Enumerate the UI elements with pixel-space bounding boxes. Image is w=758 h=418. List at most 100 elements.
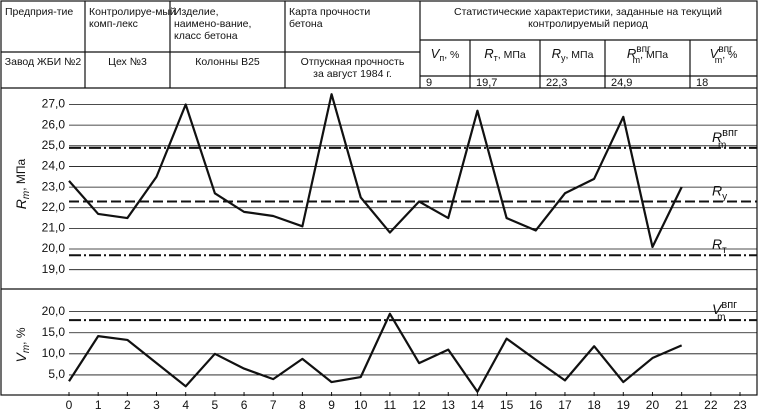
text-part: R [484, 46, 493, 61]
data-line [68, 93, 683, 249]
x-tick-label: 1 [95, 398, 102, 412]
text-line: Отпускная прочность [301, 56, 405, 68]
column-header: Карта прочности бетона [289, 6, 370, 30]
y-tick-label: 27,0 [42, 97, 66, 111]
stat-header: Rвпг m, МПа [627, 44, 668, 66]
text-part: впг [718, 44, 733, 55]
text-line: наимено-вание, [174, 18, 251, 30]
x-tick-label: 9 [328, 398, 335, 412]
text-part: m [717, 312, 725, 323]
column-value: Отпускная прочность за август 1984 г. [301, 56, 405, 80]
column-value: Цех №3 [108, 56, 147, 68]
x-tick-label: 17 [558, 398, 572, 412]
text-part: у [561, 53, 566, 63]
y-tick-label: 24,0 [42, 159, 66, 173]
x-tick-label: 11 [384, 398, 397, 412]
text-part: впг [722, 127, 738, 139]
text-part: m [21, 345, 32, 353]
text-part: V [13, 352, 29, 363]
stat-header: Vп, % [431, 46, 460, 63]
stat-value: 9 [426, 77, 432, 89]
x-tick-label: 12 [412, 398, 426, 412]
text-part: m [633, 55, 641, 65]
x-tick-label: 14 [471, 398, 485, 412]
x-tick-label: 15 [500, 398, 514, 412]
text-part: впг [721, 299, 737, 311]
text-part: впг [636, 44, 651, 55]
text-part: R [13, 199, 29, 209]
text-part: , % [14, 327, 28, 345]
y-tick-label: 22,0 [42, 200, 66, 214]
y-tick-label: 10,0 [42, 346, 66, 360]
x-tick-label: 23 [733, 398, 747, 412]
stat-value: 19,7 [476, 77, 497, 89]
y-tick-label: 25,0 [42, 138, 66, 152]
y-tick-label: 19,0 [42, 262, 66, 276]
text-part: , МПа [14, 158, 28, 190]
column-header: Контролируе-мый комп-лекс [89, 6, 176, 30]
x-tick-label: 6 [241, 398, 248, 412]
text-part: , МПа [565, 49, 593, 61]
x-tick-label: 3 [153, 398, 160, 412]
stat-header: Vвпг m, % [710, 44, 738, 66]
stat-header: Rу, МПа [552, 46, 594, 63]
reference-label: Rт [712, 236, 727, 256]
y-tick-label: 5,0 [48, 367, 65, 381]
x-tick-label: 0 [66, 398, 73, 412]
x-tick-label: 8 [299, 398, 306, 412]
text-line: Цех №3 [108, 56, 147, 68]
stat-value: 18 [696, 77, 708, 89]
text-line: за август 1984 г. [313, 68, 392, 80]
stat-value: 22,3 [546, 77, 567, 89]
reference-label: Rвпг m [712, 127, 738, 151]
x-tick-label: 10 [354, 398, 368, 412]
text-part: т [722, 245, 727, 256]
x-tick-label: 16 [529, 398, 543, 412]
text-line: класс бетона [174, 30, 238, 42]
text-line: Колонны В25 [195, 56, 260, 68]
text-part: у [722, 191, 727, 202]
text-part: R [712, 236, 722, 252]
y-tick-label: 20,0 [42, 241, 66, 255]
text-line: Предприя-тие [5, 6, 73, 18]
text-part: V [710, 46, 720, 61]
column-value: Колонны В25 [195, 56, 260, 68]
x-tick-label: 19 [617, 398, 631, 412]
y-tick-label: 26,0 [42, 117, 66, 131]
text-part: m [21, 191, 32, 199]
text-line: бетона [289, 18, 323, 30]
y-tick-label: 15,0 [42, 325, 66, 339]
y-tick-label: 23,0 [42, 179, 66, 193]
x-tick-label: 2 [124, 398, 131, 412]
text-part: R [712, 129, 722, 145]
text-part: , МПа [640, 49, 668, 61]
y-axis-label: Rm, МПа [13, 158, 32, 209]
x-tick-label: 4 [182, 398, 189, 412]
text-line: Карта прочности [289, 6, 370, 18]
stat-header: Rт, МПа [484, 46, 526, 63]
frame [0, 0, 758, 396]
y-axis-label: Vm, % [13, 327, 32, 362]
text-line: Изделие, [174, 6, 219, 18]
text-line: Контролируе-мый [89, 6, 176, 18]
text-part: , % [722, 49, 737, 61]
x-tick-label: 7 [270, 398, 277, 412]
text-part: R [552, 46, 561, 61]
data-line [68, 312, 683, 393]
text-part: V [712, 301, 723, 317]
text-line: Завод ЖБИ №2 [5, 56, 82, 68]
text-line: комп-лекс [89, 18, 138, 30]
text-part: V [431, 46, 441, 61]
x-tick-label: 18 [587, 398, 601, 412]
text-part: п [439, 53, 444, 63]
text-line: Статистические характеристики, заданные … [454, 6, 722, 18]
text-part: т [494, 53, 498, 63]
text-part: , МПа [498, 49, 526, 61]
text-part: R [712, 182, 722, 198]
column-header: Изделие, наимено-вание, класс бетона [174, 6, 251, 42]
text-part: R [627, 46, 636, 61]
y-tick-label: 20,0 [42, 304, 66, 318]
column-header: Предприя-тие [5, 6, 73, 18]
stats-title: Статистические характеристики, заданные … [454, 6, 722, 30]
